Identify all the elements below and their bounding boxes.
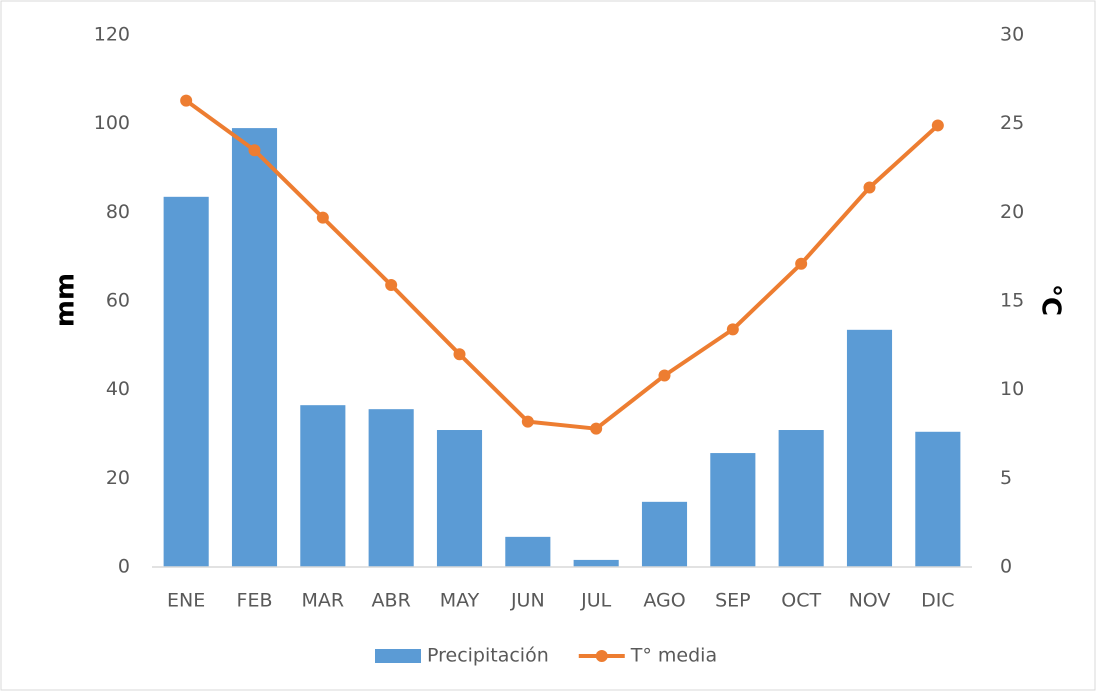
x-tick-label: OCT	[781, 590, 821, 612]
bar	[573, 559, 619, 567]
x-tick-label: NOV	[849, 590, 891, 612]
bar	[641, 501, 688, 567]
x-tick-label: DIC	[921, 590, 955, 612]
y-tick-label: 0	[118, 556, 130, 578]
y-tick-label: 60	[106, 290, 130, 312]
y-tick-label: 80	[106, 201, 130, 223]
line-marker	[658, 369, 671, 382]
bar	[778, 430, 824, 567]
line-marker	[863, 181, 876, 194]
line-marker	[521, 415, 534, 428]
y2-tick-label: 30	[1000, 24, 1024, 46]
bar	[710, 453, 756, 567]
bar	[231, 128, 278, 567]
x-tick-label: FEB	[237, 590, 273, 612]
legend-label: Precipitación	[427, 645, 549, 667]
x-tick-label: MAR	[302, 590, 345, 612]
x-tick-label: MAY	[440, 590, 480, 612]
line-marker	[931, 119, 944, 132]
x-tick-label: ENE	[167, 590, 205, 612]
bar	[163, 196, 209, 568]
x-tick-label: ABR	[372, 590, 411, 612]
bar	[300, 405, 346, 567]
bar	[846, 329, 893, 567]
y2-tick-label: 10	[1000, 378, 1024, 400]
y-tick-label: 40	[106, 378, 130, 400]
y2-tick-label: 15	[1000, 290, 1024, 312]
x-tick-label: JUN	[510, 590, 545, 612]
y-axis-title: mm	[51, 273, 81, 327]
line-marker	[248, 144, 261, 157]
bar	[368, 409, 414, 567]
x-tick-label: SEP	[715, 590, 751, 612]
bar	[436, 430, 483, 567]
line	[184, 98, 940, 431]
line-marker	[316, 211, 329, 224]
line-marker	[590, 422, 603, 435]
x-tick-label: JUL	[580, 590, 612, 612]
legend-label: T° media	[630, 645, 717, 667]
y2-tick-label: 25	[1000, 112, 1024, 134]
bar	[505, 536, 551, 567]
y2-tick-label: 20	[1000, 201, 1024, 223]
y-tick-label: 100	[94, 112, 130, 134]
y-tick-label: 20	[106, 467, 130, 489]
y2-tick-label: 5	[1000, 467, 1012, 489]
y2-tick-label: 0	[1000, 556, 1012, 578]
line-marker	[726, 323, 739, 336]
y2-axis-title: °C	[1036, 284, 1066, 316]
line-marker	[180, 94, 193, 107]
x-tick-label: AGO	[643, 590, 685, 612]
line-marker	[385, 279, 398, 292]
legend-swatch	[375, 649, 421, 663]
legend-swatch-marker	[595, 650, 608, 662]
line-marker	[453, 348, 466, 361]
line-marker	[795, 257, 808, 270]
y-tick-label: 120	[94, 24, 130, 46]
bar	[915, 431, 961, 567]
